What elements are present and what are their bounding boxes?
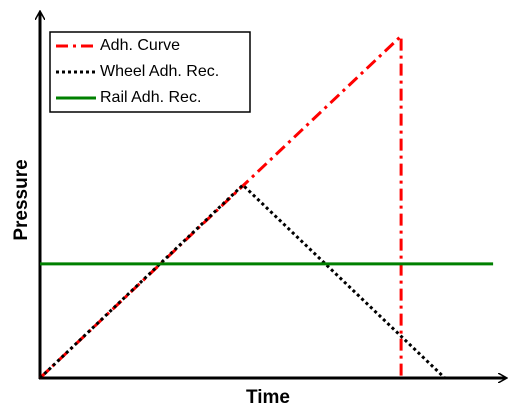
legend-label: Adh. Curve: [100, 37, 180, 54]
legend: Adh. Curve Wheel Adh. Rec. Rail Adh. Rec.: [56, 37, 219, 106]
plot-area: [38, 32, 494, 380]
y-axis-title: Pressure: [11, 159, 32, 240]
legend-label: Wheel Adh. Rec.: [100, 63, 219, 80]
line-series: [38, 182, 446, 380]
x-axis-title: Time: [246, 387, 290, 408]
legend-label: Rail Adh. Rec.: [100, 89, 201, 106]
